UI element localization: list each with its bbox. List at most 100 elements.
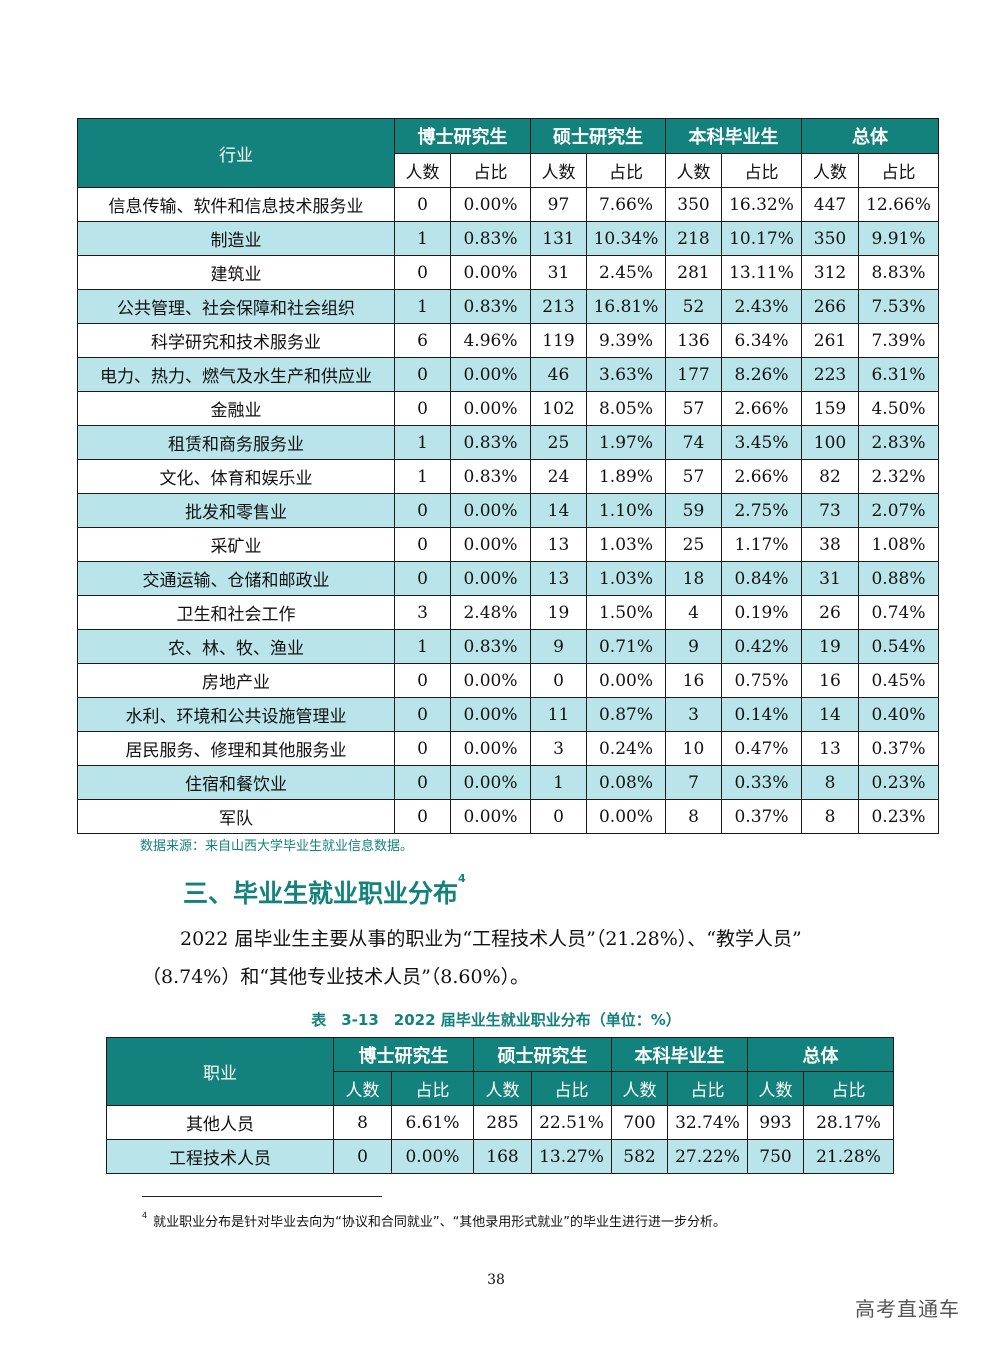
- value-cell: 0.00%: [450, 731, 531, 766]
- value-cell: 10.17%: [721, 221, 802, 256]
- value-cell: 0.74%: [858, 595, 939, 630]
- value-cell: 2.66%: [721, 459, 802, 494]
- table-row: 文化、体育和娱乐业 1 0.83% 24 1.89% 57 2.66% 82 2.32%: [77, 459, 939, 494]
- value-cell: 0.00%: [450, 187, 531, 222]
- table-row: 电力、热力、燃气及水生产和供应业 0 0.00% 46 3.63% 177 8.26% 223…: [77, 357, 939, 392]
- sub-header-count: 人数: [333, 1071, 392, 1106]
- value-cell: 13.11%: [721, 255, 802, 290]
- value-cell: 7.66%: [586, 187, 666, 222]
- value-cell: 2.45%: [586, 255, 666, 290]
- industry-header: 行业: [77, 118, 395, 188]
- value-cell: 6.61%: [391, 1105, 474, 1140]
- value-cell: 2.75%: [721, 493, 802, 528]
- value-cell: 1.03%: [586, 561, 666, 596]
- value-cell: 0.33%: [721, 765, 802, 800]
- value-cell: 22.51%: [531, 1105, 612, 1140]
- row-label-cell: 房地产业: [77, 663, 395, 698]
- value-cell: 8: [801, 765, 859, 800]
- value-cell: 14: [530, 493, 587, 528]
- value-cell: 0: [394, 391, 451, 426]
- value-cell: 59: [665, 493, 722, 528]
- row-label-cell: 建筑业: [77, 255, 395, 290]
- table-row: 军队 0 0.00% 0 0.00% 8 0.37% 8 0.23%: [77, 799, 939, 834]
- value-cell: 7.53%: [858, 289, 939, 324]
- value-cell: 168: [473, 1139, 532, 1174]
- value-cell: 0.83%: [450, 629, 531, 664]
- value-cell: 261: [801, 323, 859, 358]
- value-cell: 0.87%: [586, 697, 666, 732]
- occupation-table-body: 其他人员 8 6.61% 285 22.51% 700 32.74% 993 28.17% 工程技…: [106, 1105, 894, 1174]
- value-cell: 25: [530, 425, 587, 460]
- value-cell: 28.17%: [803, 1105, 894, 1140]
- group-header-bachelor: 本科毕业生: [665, 118, 802, 154]
- table-caption: 表 3-13 2022 届毕业生就业职业分布（单位：%）: [311, 1011, 681, 1029]
- value-cell: 0.00%: [450, 799, 531, 834]
- value-cell: 27.22%: [667, 1139, 748, 1174]
- section-heading-text: 三、毕业生就业职业分布: [183, 879, 459, 908]
- footnote-divider: [142, 1196, 382, 1197]
- value-cell: 2.07%: [858, 493, 939, 528]
- value-cell: 1: [394, 221, 451, 256]
- value-cell: 0.47%: [721, 731, 802, 766]
- value-cell: 0: [394, 765, 451, 800]
- footnote-marker: 4: [142, 1211, 148, 1220]
- value-cell: 993: [747, 1105, 804, 1140]
- value-cell: 0.84%: [721, 561, 802, 596]
- value-cell: 3.45%: [721, 425, 802, 460]
- value-cell: 312: [801, 255, 859, 290]
- value-cell: 11: [530, 697, 587, 732]
- value-cell: 223: [801, 357, 859, 392]
- value-cell: 7: [665, 765, 722, 800]
- value-cell: 0.00%: [450, 561, 531, 596]
- table-row: 卫生和社会工作 3 2.48% 19 1.50% 4 0.19% 26 0.74%: [77, 595, 939, 630]
- value-cell: 350: [801, 221, 859, 256]
- value-cell: 13: [530, 527, 587, 562]
- occupation-header: 职业: [106, 1037, 334, 1106]
- row-label-cell: 文化、体育和娱乐业: [77, 459, 395, 494]
- row-label-cell: 科学研究和技术服务业: [77, 323, 395, 358]
- row-label-cell: 金融业: [77, 391, 395, 426]
- value-cell: 0: [394, 561, 451, 596]
- value-cell: 1: [394, 629, 451, 664]
- value-cell: 16.81%: [586, 289, 666, 324]
- value-cell: 0: [394, 255, 451, 290]
- sub-header-ratio: 占比: [450, 153, 531, 188]
- value-cell: 2.83%: [858, 425, 939, 460]
- value-cell: 1.89%: [586, 459, 666, 494]
- value-cell: 0.83%: [450, 425, 531, 460]
- sub-header-count: 人数: [394, 153, 451, 188]
- value-cell: 0.83%: [450, 459, 531, 494]
- table-row: 其他人员 8 6.61% 285 22.51% 700 32.74% 993 28.17%: [106, 1105, 894, 1140]
- value-cell: 0: [394, 731, 451, 766]
- value-cell: 8: [801, 799, 859, 834]
- value-cell: 1: [394, 425, 451, 460]
- value-cell: 0: [394, 663, 451, 698]
- page-number: 38: [487, 1272, 505, 1288]
- value-cell: 6.34%: [721, 323, 802, 358]
- group-header-master: 硕士研究生: [473, 1037, 612, 1072]
- value-cell: 18: [665, 561, 722, 596]
- sub-header-count: 人数: [665, 153, 722, 188]
- value-cell: 582: [611, 1139, 668, 1174]
- value-cell: 3.63%: [586, 357, 666, 392]
- group-header-overall: 总体: [747, 1037, 894, 1072]
- value-cell: 13.27%: [531, 1139, 612, 1174]
- value-cell: 6.31%: [858, 357, 939, 392]
- value-cell: 0.37%: [858, 731, 939, 766]
- value-cell: 16.32%: [721, 187, 802, 222]
- value-cell: 218: [665, 221, 722, 256]
- row-label-cell: 卫生和社会工作: [77, 595, 395, 630]
- footnote-text: 就业职业分布是针对毕业去向为“协议和合同就业”、“其他录用形式就业”的毕业生进行…: [153, 1215, 727, 1230]
- value-cell: 0.88%: [858, 561, 939, 596]
- row-label-cell: 公共管理、社会保障和社会组织: [77, 289, 395, 324]
- group-header-phd: 博士研究生: [333, 1037, 474, 1072]
- row-label-cell: 其他人员: [106, 1105, 334, 1140]
- value-cell: 73: [801, 493, 859, 528]
- value-cell: 97: [530, 187, 587, 222]
- value-cell: 10.34%: [586, 221, 666, 256]
- value-cell: 1.50%: [586, 595, 666, 630]
- value-cell: 0: [394, 697, 451, 732]
- value-cell: 102: [530, 391, 587, 426]
- value-cell: 13: [530, 561, 587, 596]
- value-cell: 0.00%: [450, 697, 531, 732]
